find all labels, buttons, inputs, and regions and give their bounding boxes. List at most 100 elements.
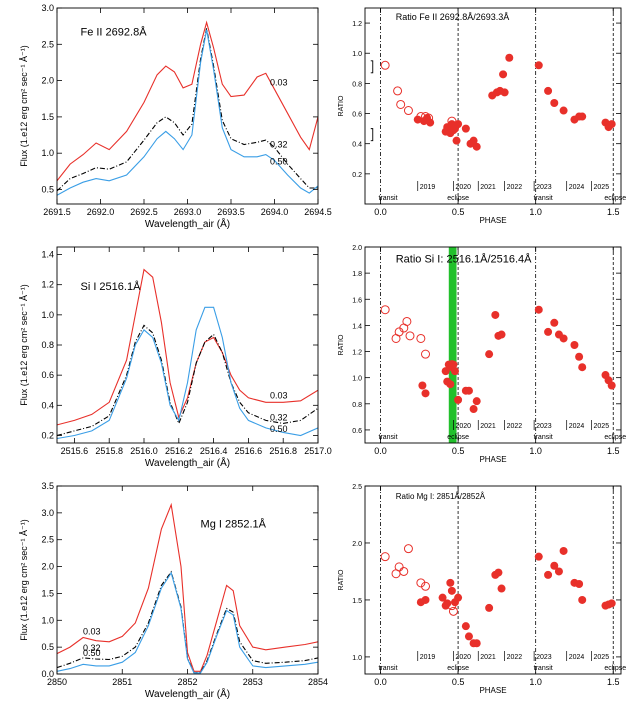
x-tick-label: 2692.0: [87, 207, 115, 217]
filled-point: [452, 136, 461, 145]
open-point: [416, 578, 426, 588]
filled-point: [491, 310, 500, 319]
open-point: [380, 552, 390, 562]
year-label: 2021: [480, 184, 496, 191]
x-axis-label: Wavelength_air (Å): [145, 456, 230, 469]
series-label: 0.32: [270, 412, 288, 422]
flux-si-panel: 2515.6 2515.8 2516.0 2516.2 2516.4 2516.6 2516…: [19, 246, 332, 469]
open-point: [399, 566, 409, 576]
y-tick-label: 0.6: [352, 428, 362, 435]
series-label: 0.50: [270, 424, 288, 434]
open-point: [416, 333, 426, 343]
filled-point: [464, 632, 473, 641]
filled-point: [418, 381, 427, 390]
y-tick-label: 0.6: [352, 112, 362, 119]
y-tick-label: 1.5: [41, 588, 54, 598]
filled-point: [443, 599, 452, 608]
y-tick-label: 0.5: [41, 642, 54, 652]
y-axis-label: RATIO: [338, 334, 345, 355]
x-tick-label: 2851: [112, 677, 132, 687]
year-label: 2025: [594, 184, 610, 191]
open-point: [403, 106, 413, 116]
filled-point: [578, 595, 587, 604]
x-tick-label: 2516.0: [130, 446, 158, 456]
y-tick-label: 1.0: [352, 655, 362, 662]
y-tick-label: 0.2: [41, 430, 54, 440]
y-tick-label: 1.0: [41, 310, 54, 320]
plot-frame: [364, 485, 622, 675]
plot-frame: [364, 246, 622, 444]
error-bar: [370, 60, 374, 74]
x-tick-label: 2516.8: [269, 446, 297, 456]
series-label: 0.03: [270, 390, 288, 400]
filled-point: [438, 593, 447, 602]
filled-point: [446, 578, 455, 587]
filled-point: [554, 567, 563, 576]
annotation-eclipse: eclipse: [604, 195, 626, 202]
y-tick-label: 0.5: [41, 184, 54, 194]
y-tick-label: 0.6: [41, 370, 54, 380]
x-tick-label: 1.5: [607, 446, 620, 456]
series-0.50: [57, 306, 318, 440]
annotation-eclipse: eclipse: [447, 195, 469, 202]
filled-point: [550, 98, 559, 107]
y-tick-label: 1.2: [41, 280, 54, 290]
chart-title: Mg I 2852.1Å: [201, 517, 267, 530]
filled-point: [550, 318, 559, 327]
filled-point: [499, 70, 508, 79]
x-tick-label: 2693.5: [217, 207, 245, 217]
y-axis-label: RATIO: [338, 569, 345, 590]
x-axis-label: Wavelength_air (Å): [145, 687, 230, 700]
year-label: 2025: [594, 423, 610, 430]
filled-point: [461, 622, 470, 631]
y-axis-label: RATIO: [338, 95, 345, 116]
filled-point: [472, 142, 481, 151]
y-tick-label: 0.8: [352, 81, 362, 88]
filled-point: [534, 305, 543, 314]
x-tick-label: 1.5: [607, 207, 620, 217]
x-tick-label: 0.0: [374, 446, 387, 456]
annotation-transit: transit: [534, 665, 553, 672]
y-tick-label: 1.0: [41, 615, 54, 625]
year-label: 2023: [536, 184, 552, 191]
year-label: 2024: [569, 654, 585, 661]
chart-title: Si I 2516.1Å: [80, 280, 141, 293]
filled-point: [441, 367, 450, 376]
chart-title: Ratio Si I: 2516.1Å/2516.4Å: [396, 253, 532, 266]
x-tick-label: 0.5: [452, 207, 465, 217]
y-tick-label: 0.4: [352, 142, 362, 149]
open-point: [421, 581, 431, 591]
y-tick-label: 1.5: [41, 112, 54, 122]
filled-point: [469, 136, 478, 145]
x-tick-label: 2516.2: [165, 446, 193, 456]
filled-point: [578, 112, 587, 121]
x-tick-label: 2694.5: [304, 207, 332, 217]
filled-point: [544, 86, 553, 95]
x-tick-label: 0.5: [452, 677, 465, 687]
annotation-transit: transit: [379, 195, 398, 202]
filled-point: [559, 546, 568, 555]
filled-point: [575, 579, 584, 588]
x-tick-label: 2515.6: [61, 446, 89, 456]
x-tick-label: 2850: [47, 677, 67, 687]
x-tick-label: 1.0: [529, 446, 542, 456]
x-tick-label: 1.0: [529, 207, 542, 217]
filled-point: [497, 584, 506, 593]
x-tick-label: 1.5: [607, 677, 620, 687]
series-0.32: [57, 324, 318, 437]
filled-point: [461, 124, 470, 133]
year-label: 2019: [420, 184, 436, 191]
y-axis-label: Flux (1.e12 erg cm² sec⁻¹ Å⁻¹): [19, 284, 29, 406]
year-label: 2024: [569, 184, 585, 191]
filled-point: [413, 115, 422, 124]
filled-point: [559, 106, 568, 115]
chart-title: Fe II 2692.8Å: [80, 25, 147, 38]
ratio-fe-panel: transit eclipse transit eclipse 2019 2020 2021…: [338, 7, 626, 225]
y-tick-label: 1.2: [352, 21, 362, 28]
y-tick-label: 1.5: [352, 598, 362, 605]
x-tick-label: 2515.8: [95, 446, 123, 456]
y-tick-label: 1.8: [352, 271, 362, 278]
plot-frame: [364, 7, 622, 205]
filled-point: [447, 586, 456, 595]
filled-point: [421, 595, 430, 604]
